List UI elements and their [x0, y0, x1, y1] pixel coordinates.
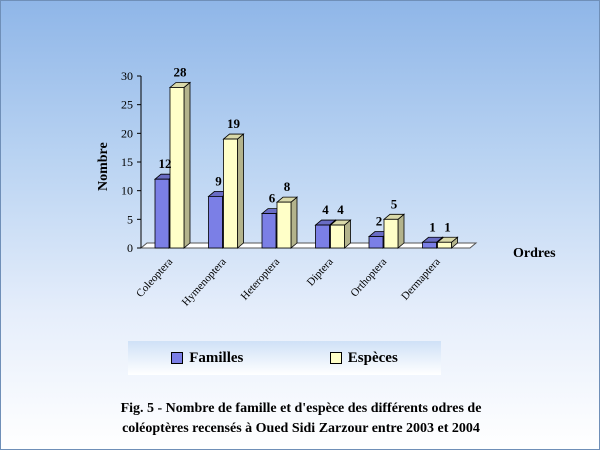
bar-familles-hymenoptera-value-label: 9 — [215, 173, 222, 188]
bar-espces-heteroptera-value-label: 8 — [284, 179, 291, 194]
legend-item-especes: Espèces — [329, 349, 398, 367]
bar-espces-heteroptera-front — [276, 201, 292, 249]
figure-caption: Fig. 5 - Nombre de famille et d'espèce d… — [61, 399, 541, 439]
y-tick-label: 10 — [121, 184, 133, 198]
y-axis-title: Nombre — [96, 142, 111, 191]
legend-label-especes: Espèces — [347, 349, 398, 366]
bar-familles-dermaptera-front — [422, 241, 437, 249]
x-tick-label: Dermaptera — [399, 256, 443, 303]
y-tick-label: 15 — [121, 155, 133, 169]
y-tick-label: 25 — [121, 98, 133, 112]
x-axis-title: Ordres — [513, 246, 556, 261]
bar-espces-diptera-value-label: 4 — [337, 202, 344, 217]
bar-espces-orthoptera — [382, 213, 406, 249]
bar-espces-coleoptera-value-label: 28 — [174, 64, 188, 79]
bar-espces-coleoptera-side — [183, 81, 191, 249]
bar-espces-diptera — [329, 219, 352, 249]
bar-espces-orthoptera-value-label: 5 — [391, 196, 398, 211]
bar-espces-hymenoptera — [222, 133, 245, 249]
y-tick-label: 0 — [127, 241, 133, 255]
y-tick-label: 30 — [121, 69, 133, 83]
bar-familles-coleoptera-front — [154, 178, 170, 249]
caption-line-2: coléoptères recensés à Oued Sidi Zarzour… — [122, 421, 480, 436]
x-tick-label: Heteroptera — [239, 256, 283, 303]
bar-familles-coleoptera-value-label: 12 — [159, 156, 172, 171]
bar-espces-coleoptera — [168, 81, 192, 249]
bar-familles-orthoptera-front — [368, 236, 384, 249]
legend-label-familles: Familles — [189, 349, 244, 366]
bar-espces-orthoptera-front — [383, 218, 399, 249]
x-tick-label: Diptera — [305, 256, 336, 289]
bar-familles-hymenoptera-front — [208, 195, 223, 249]
bar-espces-heteroptera — [275, 196, 299, 249]
legend: Familles Espèces — [128, 341, 441, 375]
bar-espces-coleoptera-front — [169, 87, 185, 249]
x-tick-label: Hymenoptera — [180, 256, 229, 309]
legend-item-familles: Familles — [171, 350, 243, 367]
legend-swatch-familles — [171, 352, 184, 364]
bar-familles-diptera-front — [315, 224, 330, 249]
legend-swatch-especes — [329, 352, 342, 364]
y-tick-label: 5 — [127, 212, 133, 226]
x-tick-label: Orthoptera — [348, 256, 389, 300]
bar-espces-hymenoptera-side — [237, 133, 244, 249]
bar-familles-dermaptera — [421, 236, 444, 249]
caption-line-1: Fig. 5 - Nombre de famille et d'espèce d… — [120, 401, 482, 416]
y-tick-label: 20 — [121, 126, 133, 140]
bar-espces-diptera-front — [330, 224, 345, 249]
bar-familles-dermaptera-value-label: 1 — [429, 219, 436, 234]
bar-espces-dermaptera-value-label: 1 — [444, 219, 451, 234]
bar-espces-hymenoptera-front — [223, 138, 238, 249]
bar-familles-orthoptera-value-label: 2 — [376, 214, 383, 229]
bar-familles-heteroptera-value-label: 6 — [269, 191, 276, 206]
bar-familles-heteroptera-front — [261, 213, 277, 249]
bar-espces-orthoptera-side — [397, 213, 405, 249]
bar-espces-dermaptera — [436, 236, 459, 249]
x-tick-label: Coleoptera — [134, 256, 175, 300]
bar-espces-heteroptera-side — [290, 196, 298, 249]
bar-espces-dermaptera-front — [437, 241, 452, 249]
bar-espces-hymenoptera-value-label: 19 — [227, 116, 241, 131]
bar-familles-diptera-value-label: 4 — [322, 202, 329, 217]
